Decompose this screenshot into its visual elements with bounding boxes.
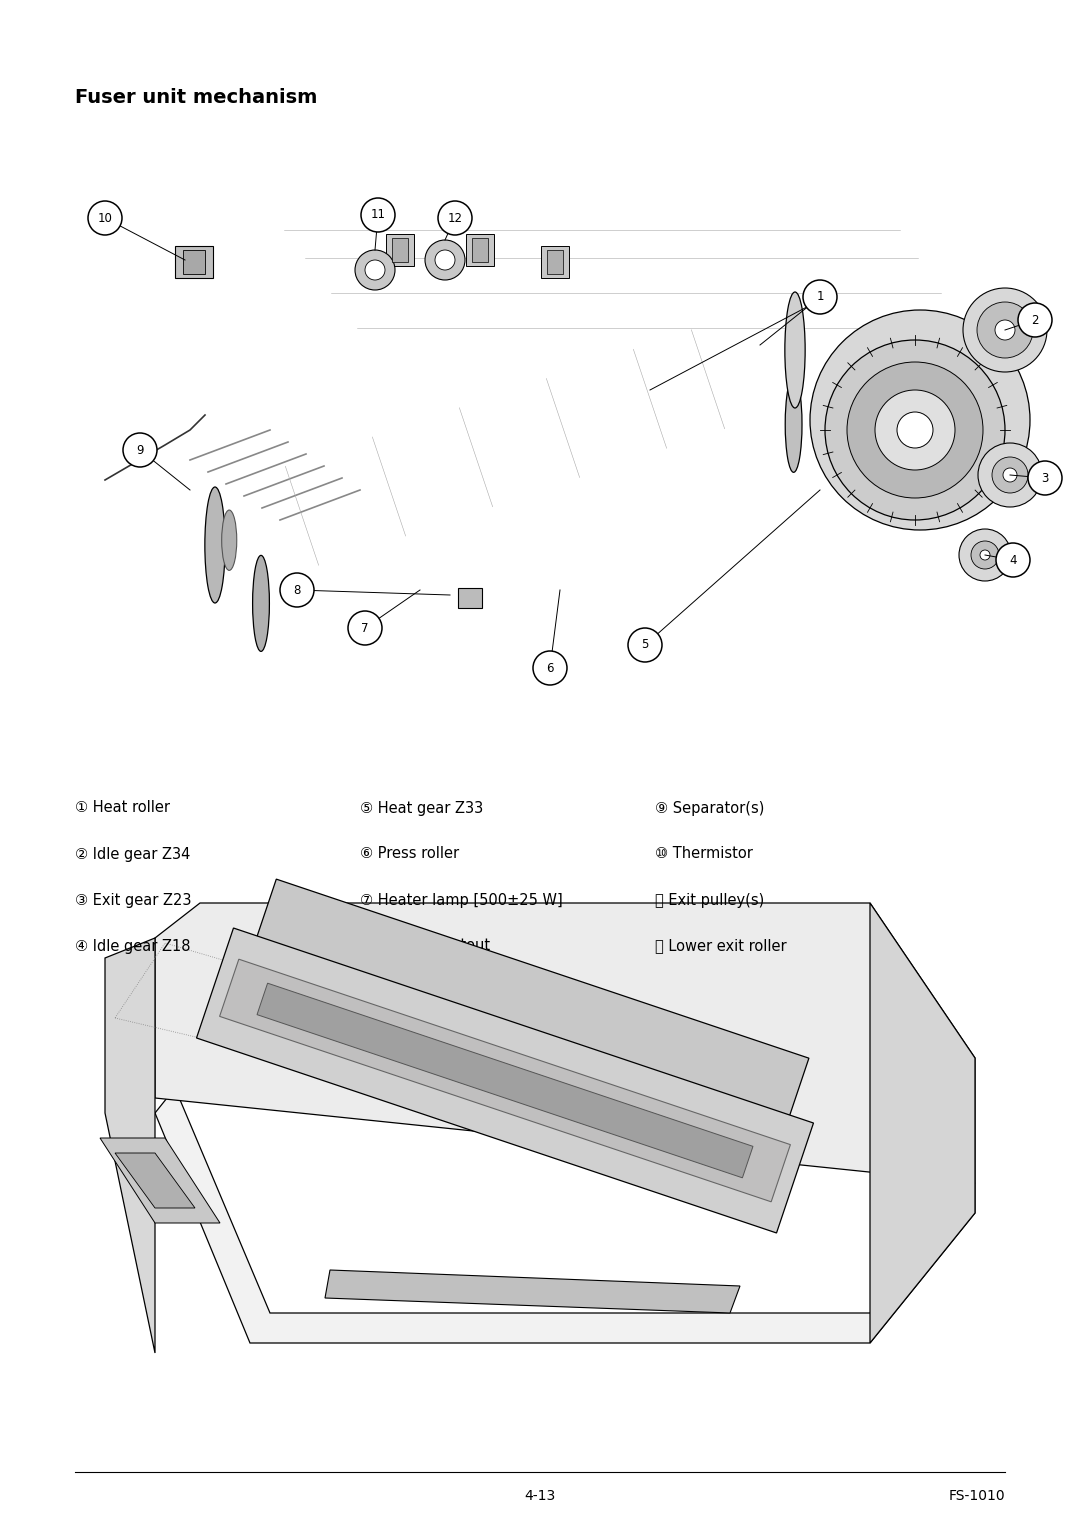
Circle shape [825, 341, 1005, 520]
Text: ⑥ Press roller: ⑥ Press roller [360, 847, 459, 862]
Text: ④ Idle gear Z18: ④ Idle gear Z18 [75, 938, 190, 953]
Bar [392, 238, 408, 261]
Circle shape [996, 542, 1030, 578]
Text: ⑨ Separator(s): ⑨ Separator(s) [654, 801, 765, 816]
Bar [386, 234, 414, 266]
Text: FS-1010: FS-1010 [948, 1488, 1005, 1504]
Ellipse shape [221, 510, 237, 570]
Polygon shape [870, 903, 975, 1343]
Ellipse shape [253, 555, 269, 651]
Text: ⑩ Thermistor: ⑩ Thermistor [654, 847, 753, 862]
Circle shape [810, 310, 1030, 530]
Bar [472, 238, 488, 261]
Circle shape [875, 390, 955, 471]
Text: 6: 6 [546, 662, 554, 674]
Circle shape [123, 432, 157, 468]
Ellipse shape [205, 487, 225, 604]
Text: ⑤ Heat gear Z33: ⑤ Heat gear Z33 [360, 801, 483, 816]
Circle shape [847, 362, 983, 498]
Bar [183, 251, 205, 274]
Polygon shape [156, 1088, 975, 1343]
Circle shape [348, 611, 382, 645]
Polygon shape [219, 960, 791, 1203]
Circle shape [361, 199, 395, 232]
Bar [541, 246, 569, 278]
Text: ⑫ Lower exit roller: ⑫ Lower exit roller [654, 938, 786, 953]
Circle shape [977, 303, 1032, 358]
Text: 9: 9 [136, 443, 144, 457]
Text: 1: 1 [816, 290, 824, 304]
Circle shape [1003, 468, 1017, 481]
Circle shape [995, 319, 1015, 341]
Polygon shape [114, 1154, 195, 1209]
Circle shape [355, 251, 395, 290]
Circle shape [435, 251, 455, 270]
Text: 2: 2 [1031, 313, 1039, 327]
Polygon shape [246, 879, 809, 1149]
Circle shape [897, 413, 933, 448]
Circle shape [438, 202, 472, 235]
Circle shape [980, 550, 990, 559]
Circle shape [959, 529, 1011, 581]
Text: 5: 5 [642, 639, 649, 651]
Circle shape [534, 651, 567, 685]
Text: 4-13: 4-13 [525, 1488, 555, 1504]
Text: 12: 12 [447, 211, 462, 225]
Circle shape [978, 443, 1042, 507]
Circle shape [1028, 461, 1062, 495]
Text: 7: 7 [361, 622, 368, 634]
Circle shape [280, 573, 314, 607]
Text: 3: 3 [1041, 472, 1049, 484]
Bar [175, 246, 213, 278]
Bar [465, 234, 494, 266]
Text: Fuser unit mechanism: Fuser unit mechanism [75, 89, 318, 107]
Polygon shape [325, 1270, 740, 1313]
Text: ② Idle gear Z34: ② Idle gear Z34 [75, 847, 190, 862]
Text: ⑧ Thermal cutout: ⑧ Thermal cutout [360, 938, 490, 953]
Circle shape [87, 202, 122, 235]
Text: 4: 4 [1009, 553, 1016, 567]
Circle shape [963, 287, 1047, 371]
Polygon shape [257, 983, 753, 1178]
Polygon shape [105, 938, 156, 1352]
Text: Figure 4-1-11 Fuser unit mechanism: Figure 4-1-11 Fuser unit mechanism [357, 1036, 723, 1054]
Bar [546, 251, 563, 274]
Text: ③ Exit gear Z23: ③ Exit gear Z23 [75, 892, 191, 908]
Ellipse shape [785, 376, 802, 472]
Circle shape [627, 628, 662, 662]
Text: 11: 11 [370, 208, 386, 222]
Text: 8: 8 [294, 584, 300, 596]
Text: 10: 10 [97, 211, 112, 225]
Circle shape [426, 240, 465, 280]
Circle shape [365, 260, 384, 280]
Circle shape [971, 541, 999, 568]
Circle shape [804, 280, 837, 313]
Ellipse shape [785, 292, 806, 408]
Circle shape [1018, 303, 1052, 338]
Text: ① Heat roller: ① Heat roller [75, 801, 170, 816]
Polygon shape [197, 927, 813, 1233]
Polygon shape [156, 903, 975, 1183]
Bar [458, 588, 482, 608]
Polygon shape [100, 1138, 220, 1222]
Text: ⑦ Heater lamp [500±25 W]: ⑦ Heater lamp [500±25 W] [360, 892, 563, 908]
Text: ⑪ Exit pulley(s): ⑪ Exit pulley(s) [654, 892, 765, 908]
Circle shape [993, 457, 1028, 494]
